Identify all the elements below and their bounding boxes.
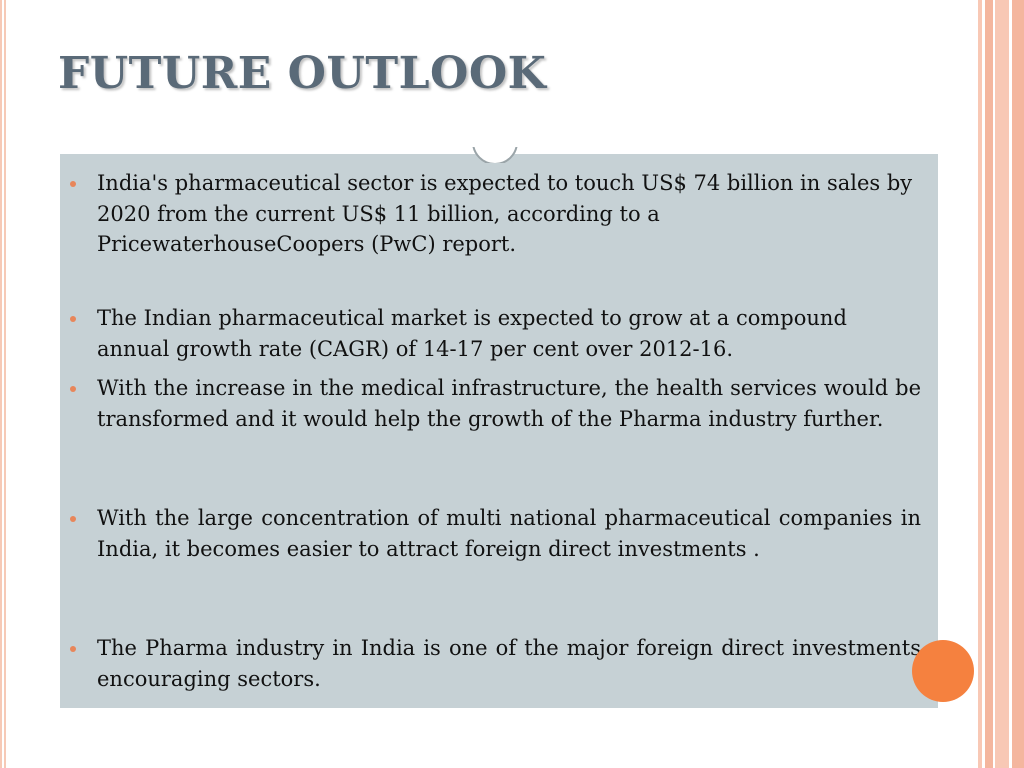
bullet-dot-icon — [70, 316, 76, 322]
bullet-text: With the large concentration of multi na… — [97, 506, 921, 561]
bullet-item: The Indian pharmaceutical market is expe… — [66, 303, 922, 364]
bullet-dot-icon — [70, 181, 76, 187]
bullet-dot-icon — [70, 646, 76, 652]
content-panel — [60, 154, 938, 708]
right-stripes-decoration — [978, 0, 1024, 768]
bullet-item: The Pharma industry in India is one of t… — [66, 633, 922, 694]
bullet-item: With the large concentration of multi na… — [66, 503, 922, 564]
bullet-text: The Pharma industry in India is one of t… — [97, 636, 921, 691]
bullet-item: India's pharmaceutical sector is expecte… — [66, 168, 922, 260]
bullet-text: With the increase in the medical infrast… — [97, 376, 921, 431]
slide-title: FUTURE OUTLOOK — [58, 48, 547, 99]
bullet-text: The Indian pharmaceutical market is expe… — [97, 306, 847, 361]
bullet-item: With the increase in the medical infrast… — [66, 373, 922, 434]
bullet-text: India's pharmaceutical sector is expecte… — [97, 171, 913, 256]
left-border-decoration — [0, 0, 6, 768]
bullet-dot-icon — [70, 516, 76, 522]
circle-ornament-icon — [470, 147, 520, 163]
bullet-dot-icon — [70, 386, 76, 392]
orange-circle-decoration — [912, 640, 974, 702]
